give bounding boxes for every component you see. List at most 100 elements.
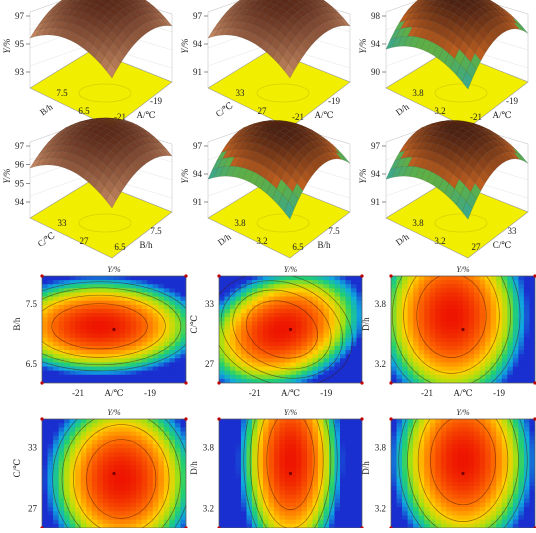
contour-cell (474, 354, 480, 359)
contour-cell (175, 440, 181, 445)
contour-cell (397, 313, 403, 318)
contour-cell (291, 503, 297, 508)
contour-cell (241, 515, 247, 520)
contour-cell (120, 440, 126, 445)
contour-cell (131, 507, 137, 512)
contour-title: Y/% (284, 265, 298, 274)
contour-cell (435, 346, 441, 351)
contour-cell (457, 288, 463, 293)
contour-cell (269, 440, 275, 445)
contour-cell (296, 494, 302, 499)
contour-cell (158, 305, 164, 310)
contour-cell (153, 457, 159, 462)
contour-cell (169, 461, 175, 466)
contour-cell (175, 334, 181, 339)
contour-cell (274, 490, 280, 495)
contour-cell (230, 427, 236, 432)
contour-cell (441, 288, 447, 293)
contour-cell (430, 419, 436, 424)
contour-cell (480, 280, 486, 285)
contour-cell (136, 321, 142, 326)
contour-cell (397, 457, 403, 462)
contour-cell (491, 367, 497, 372)
contour-cell (485, 284, 491, 289)
contour-cell (114, 427, 120, 432)
contour-cell (291, 297, 297, 302)
contour-cell (48, 507, 54, 512)
contour-cell (97, 346, 103, 351)
contour-cell (136, 469, 142, 474)
contour-cell (164, 511, 170, 516)
contour-cell (291, 338, 297, 343)
contour-cell (92, 346, 98, 351)
contour-cell (419, 503, 425, 508)
contour-cell (302, 317, 308, 322)
contour-cell (452, 342, 458, 347)
contour-cell (64, 301, 70, 306)
contour-cell (307, 325, 313, 330)
contour-cell (351, 524, 357, 528)
contour-cell (131, 461, 137, 466)
contour-cell (474, 309, 480, 314)
contour-cell (142, 457, 148, 462)
contour-cell (340, 358, 346, 363)
contour-y-tick-label: 33 (28, 443, 38, 453)
contour-cell (241, 507, 247, 512)
contour-cell (169, 325, 175, 330)
contour-cell (86, 507, 92, 512)
contour-cell (269, 419, 275, 424)
contour-cell (402, 448, 408, 453)
contour-cell (351, 375, 357, 380)
contour-x-tick-label: -21 (421, 388, 433, 398)
contour-cell (346, 432, 352, 437)
contour-cell (402, 276, 408, 281)
contour-cell (131, 499, 137, 504)
contour-cell (329, 334, 335, 339)
contour-cell (258, 325, 264, 330)
contour-cell (147, 346, 153, 351)
contour-cell (397, 301, 403, 306)
contour-cell (53, 515, 59, 520)
contour-cell (307, 499, 313, 504)
contour-cell (402, 440, 408, 445)
contour-cell (153, 284, 159, 289)
contour-cell (446, 276, 452, 281)
contour-cell (524, 325, 530, 330)
corner-design-point (40, 381, 43, 384)
contour-cell (230, 469, 236, 474)
contour-field (42, 401, 190, 528)
contour-cell (219, 301, 225, 306)
contour-cell (142, 436, 148, 441)
contour-cell (142, 453, 148, 458)
contour-cell (53, 524, 59, 528)
contour-cell (419, 367, 425, 372)
contour-cell (274, 482, 280, 487)
contour-cell (86, 330, 92, 335)
contour-cell (313, 301, 319, 306)
contour-cell (391, 440, 397, 445)
corner-design-point (217, 381, 220, 384)
contour-cell (435, 284, 441, 289)
contour-cell (280, 297, 286, 302)
contour-cell (507, 297, 513, 302)
contour-cell (329, 276, 335, 281)
contour-cell (285, 478, 291, 483)
contour-cell (120, 317, 126, 322)
contour-cell (97, 297, 103, 302)
contour-cell (48, 358, 54, 363)
contour-cell (351, 325, 357, 330)
contour-cell (346, 486, 352, 491)
contour-cell (136, 474, 142, 479)
contour-cell (391, 371, 397, 376)
contour-cell (158, 284, 164, 289)
contour-cell (225, 474, 231, 479)
contour-cell (480, 321, 486, 326)
contour-cell (280, 330, 286, 335)
contour-cell (424, 334, 430, 339)
contour-cell (230, 301, 236, 306)
contour-cell (435, 288, 441, 293)
contour-cell (524, 284, 530, 289)
contour-cell (296, 338, 302, 343)
contour-cell (302, 301, 308, 306)
contour-cell (313, 276, 319, 281)
